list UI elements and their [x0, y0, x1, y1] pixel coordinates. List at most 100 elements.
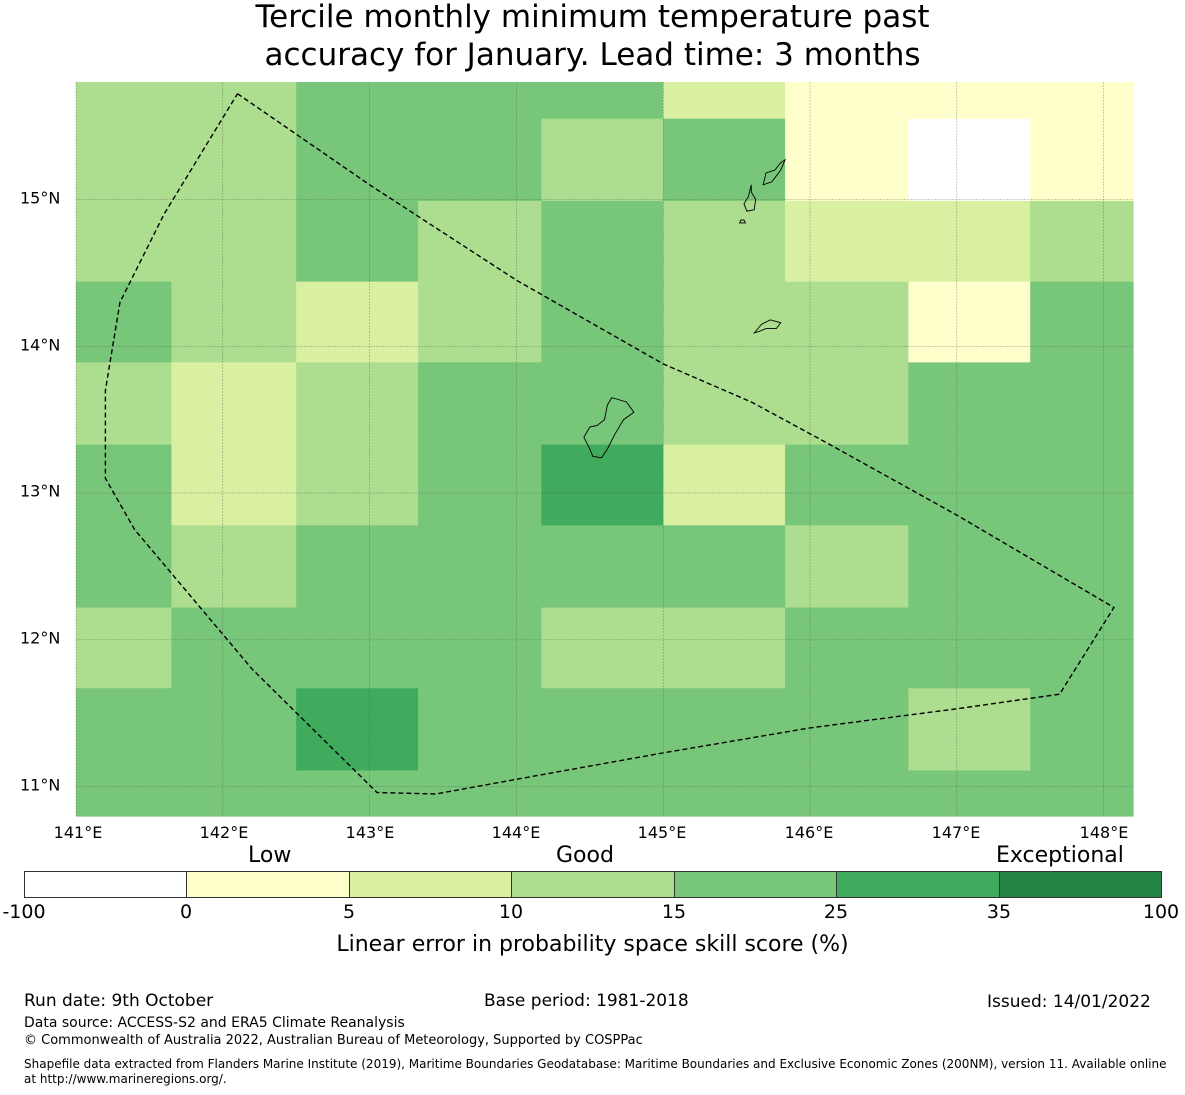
grid-cell-r7-c5 — [663, 607, 786, 689]
grid-cell-r2-c4 — [541, 200, 664, 283]
data-source: Data source: ACCESS-S2 and ERA5 Climate … — [24, 1015, 405, 1031]
grid-cell-r1-c6 — [785, 118, 909, 202]
lon-label-144: 144°E — [491, 823, 541, 842]
grid-cell-r9-c0 — [76, 770, 173, 817]
grid-cell-r8-c7 — [908, 688, 1031, 772]
colorbar-tick-10: 10 — [498, 901, 524, 923]
colorbar-tick-100: 100 — [1142, 901, 1180, 923]
grid-cell-r2-c0 — [76, 200, 173, 283]
grid-cell-r1-c8 — [1030, 118, 1134, 202]
grid-cell-r8-c6 — [785, 688, 909, 772]
grid-cell-r2-c6 — [785, 200, 909, 283]
grid-cell-r8-c4 — [541, 688, 664, 772]
base-period: Base period: 1981-2018 — [484, 991, 689, 1011]
grid-cell-r3-c7 — [908, 281, 1031, 363]
grid-cell-r9-c6 — [785, 770, 909, 817]
grid-cell-r1-c5 — [663, 118, 786, 202]
grid-cell-r0-c7 — [908, 82, 1031, 120]
grid-cell-r6-c1 — [171, 525, 297, 609]
lon-label-143: 143°E — [345, 823, 395, 842]
colorbar-segment-neg100-0 — [24, 871, 187, 898]
grid-cell-r3-c2 — [296, 281, 419, 363]
colorbar-segment-35-100 — [999, 871, 1162, 898]
grid-cell-r0-c8 — [1030, 82, 1134, 120]
grid-cell-r9-c2 — [296, 770, 419, 817]
title-line-2: accuracy for January. Lead time: 3 month… — [264, 37, 921, 73]
grid-cell-r0-c0 — [76, 82, 173, 120]
grid-cell-r1-c3 — [418, 118, 542, 202]
grid-cell-r6-c7 — [908, 525, 1031, 609]
grid-cell-r8-c5 — [663, 688, 786, 772]
grid-cell-r2-c7 — [908, 200, 1031, 283]
lat-label-13: 13°N — [20, 481, 61, 501]
grid-cell-r1-c1 — [171, 118, 297, 202]
grid-cell-r7-c6 — [785, 607, 909, 689]
grid-cell-r1-c4 — [541, 118, 664, 202]
grid-cell-r1-c7 — [908, 118, 1031, 202]
island-outline-2 — [762, 158, 787, 186]
colorbar-tick-15: 15 — [661, 901, 687, 923]
grid-cell-r0-c4 — [541, 82, 664, 120]
grid-cell-r7-c1 — [171, 607, 297, 689]
run-date: Run date: 9th October — [24, 991, 214, 1011]
grid-cell-r4-c7 — [908, 362, 1031, 446]
grid-cell-r0-c3 — [418, 82, 542, 120]
colorbar-tick-neg100: -100 — [2, 901, 46, 923]
shapefile-credit-line-1: Shapefile data extracted from Flanders M… — [24, 1057, 1167, 1071]
grid-cell-r7-c3 — [418, 607, 542, 689]
lon-label-141: 141°E — [53, 823, 103, 842]
grid-cell-r2-c8 — [1030, 200, 1134, 283]
island-outline-1 — [752, 319, 782, 334]
grid-cell-r6-c4 — [541, 525, 664, 609]
lon-label-142: 142°E — [199, 823, 249, 842]
issued-date: Issued: 14/01/2022 — [987, 992, 1151, 1012]
category-exceptional: Exceptional — [996, 843, 1124, 868]
grid-cell-r5-c0 — [76, 444, 173, 526]
grid-cell-r0-c5 — [663, 82, 786, 120]
grid-cell-r4-c1 — [171, 362, 297, 446]
grid-cell-r5-c4 — [541, 444, 664, 526]
grid-cell-r7-c7 — [908, 607, 1031, 689]
grid-cell-r7-c2 — [296, 607, 419, 689]
lon-label-145: 145°E — [637, 823, 687, 842]
colorbar-tick-25: 25 — [823, 901, 849, 923]
grid-cell-r8-c8 — [1030, 688, 1134, 772]
grid-cell-r6-c6 — [785, 525, 909, 609]
grid-cell-r6-c2 — [296, 525, 419, 609]
chart-title: Tercile monthly minimum temperature past… — [0, 0, 1185, 74]
grid-cell-r5-c2 — [296, 444, 419, 526]
grid-cell-r6-c8 — [1030, 525, 1134, 609]
grid-cell-r3-c8 — [1030, 281, 1134, 363]
grid-cell-r4-c6 — [785, 362, 909, 446]
lon-label-148: 148°E — [1079, 823, 1129, 842]
skill-map — [75, 82, 1134, 817]
grid-cell-r9-c8 — [1030, 770, 1134, 817]
lat-label-12: 12°N — [20, 628, 61, 648]
grid-cell-r4-c4 — [541, 362, 664, 446]
colorbar-tick-35: 35 — [986, 901, 1012, 923]
grid-cell-r4-c2 — [296, 362, 419, 446]
grid-cell-r0-c2 — [296, 82, 419, 120]
colorbar-tick-5: 5 — [342, 901, 356, 923]
grid-cell-r9-c5 — [663, 770, 786, 817]
colorbar-tick-0: 0 — [179, 901, 193, 923]
grid-cell-r8-c2 — [296, 688, 419, 772]
lat-label-11: 11°N — [20, 775, 61, 795]
grid-cell-r8-c1 — [171, 688, 297, 772]
grid-cell-r4-c8 — [1030, 362, 1134, 446]
grid-cell-r6-c0 — [76, 525, 173, 609]
colorbar-segment-5-10 — [349, 871, 512, 898]
skill-grid — [76, 82, 1134, 817]
shapefile-credit-line-2: at http://www.marineregions.org/. — [24, 1072, 227, 1086]
grid-cell-r4-c3 — [418, 362, 542, 446]
grid-cell-r0-c1 — [171, 82, 297, 120]
island-outline-3 — [743, 184, 757, 212]
graticule — [75, 82, 1133, 816]
grid-cell-r2-c5 — [663, 200, 786, 283]
grid-cell-r2-c2 — [296, 200, 419, 283]
grid-cell-r5-c6 — [785, 444, 909, 526]
lon-label-146: 146°E — [784, 823, 834, 842]
islands — [583, 158, 787, 459]
grid-cell-r3-c5 — [663, 281, 786, 363]
grid-cell-r8-c3 — [418, 688, 542, 772]
